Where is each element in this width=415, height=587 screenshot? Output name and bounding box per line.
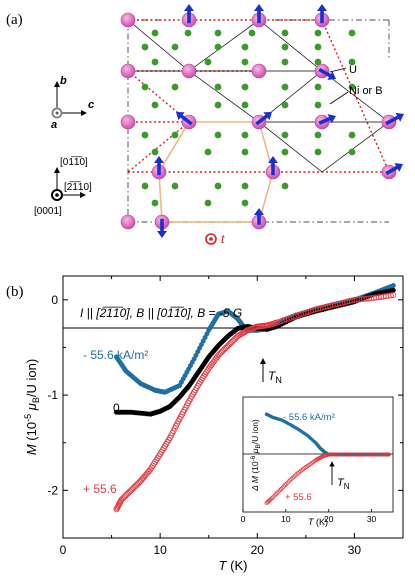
inset-data-point xyxy=(267,497,272,502)
axis-c-label: c xyxy=(88,99,94,111)
y-tick-label: -2 xyxy=(47,483,58,497)
inset-data-point xyxy=(275,490,280,495)
inset-data-point xyxy=(286,479,291,484)
inset-data-point xyxy=(280,485,285,490)
measurement-condition: I || [2̅1̅1̅0], B || [01̅1̅0], B = -5 G xyxy=(80,306,242,320)
inset-data-point xyxy=(294,472,299,477)
y-tick-label: 0 xyxy=(51,293,58,307)
axis-2-1-10-label: [2̅1̅10] xyxy=(64,181,92,193)
x-axis-label: T (K) xyxy=(219,558,248,573)
inset-data-point xyxy=(285,480,290,485)
axis-0001-label: [0001] xyxy=(34,206,62,217)
inset-label-pos: + 55.6 xyxy=(285,492,312,503)
y-axis-label: M (10-5 μB/U ion) xyxy=(23,359,41,455)
uranium-atom xyxy=(181,63,197,79)
main-plot-ticks: 0 10 20 30 0 -1 -2 xyxy=(47,276,403,557)
inset-x-tick-label: 20 xyxy=(324,514,334,524)
inset-x-tick-label: 30 xyxy=(367,514,377,524)
data-point xyxy=(390,292,397,299)
uranium-atom xyxy=(251,63,267,79)
inset-x-label: T (K) xyxy=(308,517,328,527)
panel-a-label: (a) xyxy=(6,12,23,28)
inset-ticks: 0 10 20 30 xyxy=(241,509,377,524)
inset-data-point xyxy=(290,475,295,480)
axis-b-label: b xyxy=(60,75,67,87)
label-neg-current: - 55.6 kA/m² xyxy=(83,348,148,362)
y-tick-label: -1 xyxy=(47,388,58,402)
x-tick-label: 20 xyxy=(251,543,265,557)
uranium-atom xyxy=(120,12,136,28)
nib-pointer xyxy=(329,91,349,105)
current-label: t xyxy=(221,232,225,246)
inset-series xyxy=(264,412,391,506)
u-pointer xyxy=(329,67,347,73)
inset-data-point xyxy=(288,478,293,483)
data-point xyxy=(390,283,396,289)
inset-plot: 0 10 20 30 - 55.6 kA/m² + 55.6 TN Δ M (10-6… xyxy=(241,396,394,527)
axis-a-label: a xyxy=(51,119,57,131)
label-pos-current: + 55.6 xyxy=(83,482,117,496)
inset-data-point xyxy=(273,492,278,497)
hex-axes xyxy=(51,167,86,201)
inset-data-point xyxy=(295,471,300,476)
data-point xyxy=(387,292,394,299)
inset-x-tick-label: 0 xyxy=(241,514,246,524)
inset-data-point xyxy=(268,497,273,502)
x-tick-label: 30 xyxy=(348,543,362,557)
inset-data-point xyxy=(293,473,298,478)
legend-ni-or-b: Ni or B xyxy=(349,85,383,97)
x-tick-label: 0 xyxy=(60,543,67,557)
uranium-atom xyxy=(120,214,136,230)
inset-data-point xyxy=(279,486,284,491)
inset-data-point xyxy=(284,481,289,486)
inset-data-point xyxy=(272,493,277,498)
inset-data-point xyxy=(298,469,303,474)
inset-label-neg: - 55.6 kA/m² xyxy=(283,412,335,423)
inset-data-point xyxy=(297,470,302,475)
axis-01-10-label: [01̅1̅0] xyxy=(60,156,88,168)
label-zero-current: 0 xyxy=(113,401,120,415)
tn-label: TN xyxy=(268,369,282,385)
inset-data-point xyxy=(276,489,281,494)
main-plot-series xyxy=(113,283,397,513)
inset-data-point xyxy=(281,484,286,489)
inset-data-point xyxy=(289,476,294,481)
x-tick-label: 10 xyxy=(153,543,167,557)
uranium-atom xyxy=(120,114,136,130)
inset-tn-label: TN xyxy=(337,477,350,491)
inset-data-point xyxy=(282,483,287,488)
data-point xyxy=(390,287,396,293)
main-plot-frame xyxy=(62,275,404,539)
inset-y-label: Δ M (10-6 μB/U ion) xyxy=(250,419,262,492)
uranium-atom xyxy=(120,63,136,79)
inset-data-point xyxy=(270,495,275,500)
inset-data-point xyxy=(271,494,276,499)
inset-data-point xyxy=(277,488,282,493)
inset-x-tick-label: 10 xyxy=(281,514,291,524)
inset-data-point xyxy=(299,468,304,473)
inset-data-point xyxy=(386,452,391,457)
inset-data-point xyxy=(291,474,296,479)
spin-arrows xyxy=(154,4,404,238)
crystal-structure xyxy=(120,4,404,238)
bc-axes xyxy=(51,81,87,119)
panel-b-label: (b) xyxy=(6,284,24,300)
legend-u: U xyxy=(349,64,357,76)
